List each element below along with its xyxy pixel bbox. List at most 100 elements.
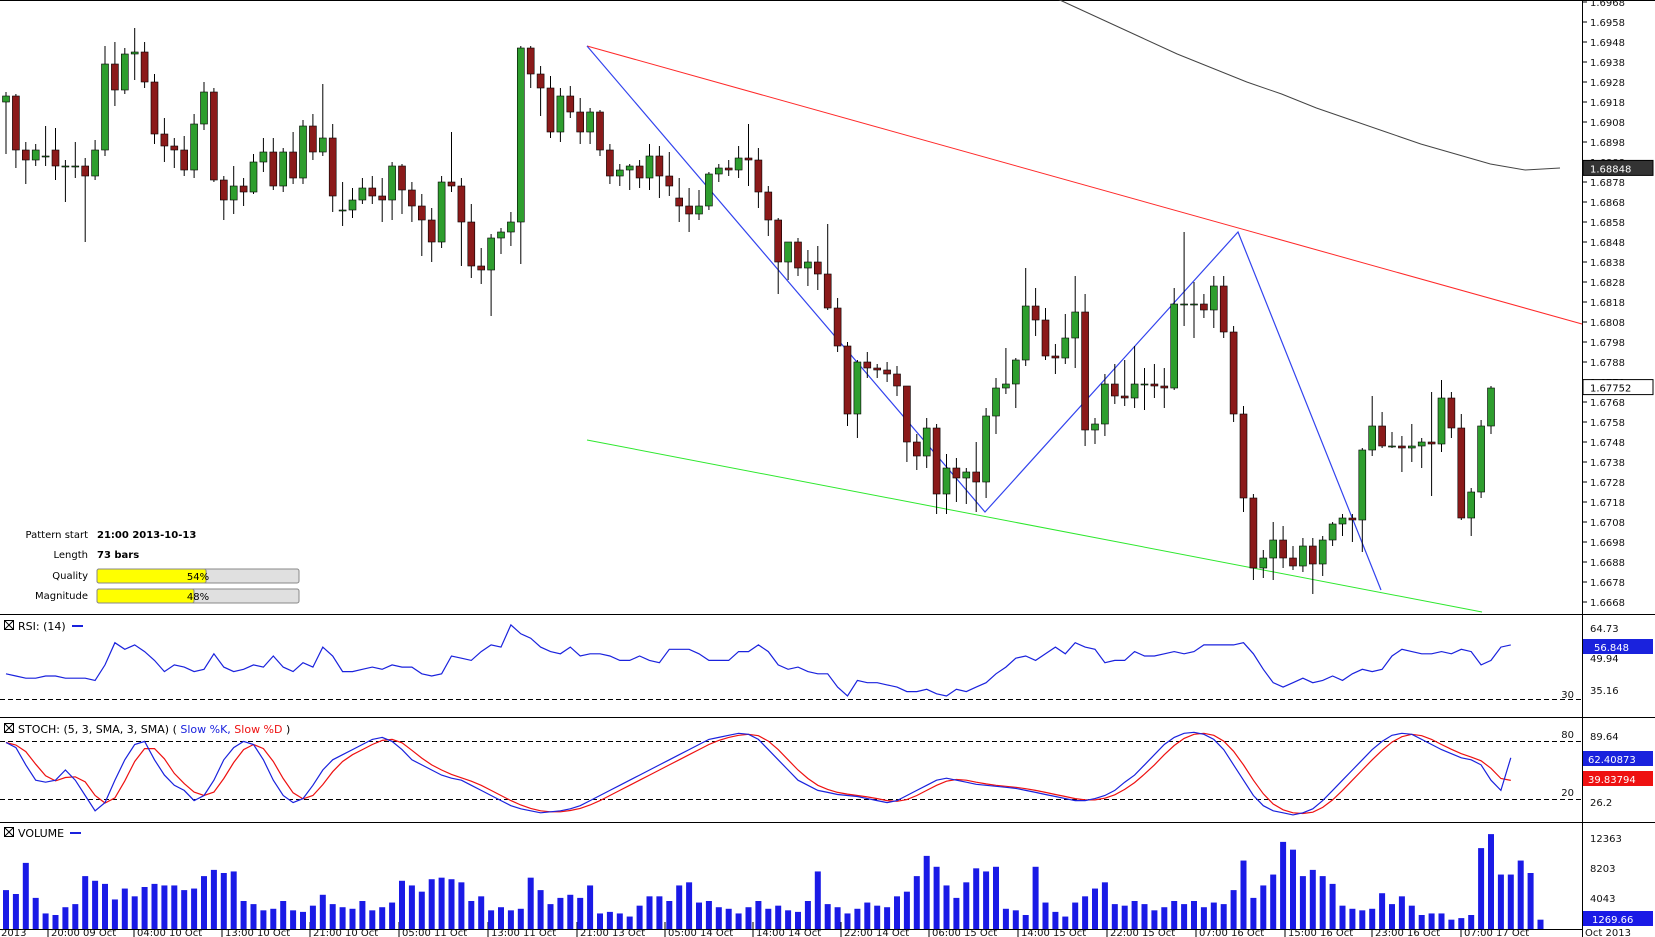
price-tick-label: 1.6828 xyxy=(1590,278,1625,289)
candle xyxy=(784,241,792,280)
volume-bar xyxy=(1428,913,1435,929)
candle xyxy=(566,86,575,118)
price-tick-label: 1.6678 xyxy=(1590,578,1625,589)
volume-bar xyxy=(884,907,891,929)
candle xyxy=(922,418,931,468)
candle xyxy=(348,188,357,218)
candle xyxy=(1071,276,1079,368)
volume-bar xyxy=(52,915,59,929)
volume-bar xyxy=(3,890,9,929)
candle xyxy=(942,454,951,514)
candle xyxy=(1487,386,1495,434)
volume-bar xyxy=(1319,876,1326,929)
volume-bar xyxy=(1200,907,1207,929)
volume-bar xyxy=(1111,904,1118,929)
volume-bar xyxy=(973,868,980,929)
stoch-paren-open: ( xyxy=(173,723,177,736)
volume-bar xyxy=(785,910,792,929)
candle xyxy=(220,176,228,220)
volume-bar xyxy=(755,901,762,929)
volume-bar xyxy=(1220,904,1227,929)
candle xyxy=(1309,538,1317,594)
candle xyxy=(744,124,753,186)
stoch-paren-close: ) xyxy=(286,723,290,736)
x-tick-label: 13:00 10 Oct xyxy=(225,928,290,937)
candle xyxy=(1021,268,1030,366)
candle xyxy=(526,46,535,88)
candle xyxy=(1318,536,1327,576)
price-tick-label: 1.6848 xyxy=(1590,238,1625,249)
candle xyxy=(893,366,901,396)
volume-bar xyxy=(201,876,207,929)
volume-bar xyxy=(577,897,584,929)
candle xyxy=(1269,522,1277,580)
pattern-lines xyxy=(586,45,1583,613)
candle xyxy=(388,162,396,220)
volume-bar xyxy=(735,913,742,929)
rsi-current-flag: 56.848 xyxy=(1583,639,1653,654)
volume-bar xyxy=(854,908,861,929)
candle xyxy=(1398,436,1406,472)
candle xyxy=(1408,424,1416,462)
candle xyxy=(873,364,882,378)
candle xyxy=(507,212,515,246)
x-tick-label: 07:00 17 Oct xyxy=(1464,928,1529,937)
candle xyxy=(992,378,1000,434)
candle xyxy=(21,142,30,184)
stoch-tick-label: 26.2 xyxy=(1590,798,1612,809)
volume-toggle-icon[interactable] xyxy=(4,827,14,837)
candle xyxy=(1427,392,1436,496)
candle xyxy=(398,164,406,214)
volume-bar xyxy=(725,908,732,929)
stoch-title-text: STOCH: (5, 3, SMA, 3, SMA) xyxy=(18,723,169,736)
volume-bar xyxy=(161,885,168,929)
volume-bar xyxy=(913,876,920,929)
volume-bar xyxy=(448,879,455,929)
price-tick-label: 1.6688 xyxy=(1590,558,1625,569)
candle xyxy=(497,228,505,254)
price-tick-label: 1.6668 xyxy=(1590,598,1625,609)
volume-bar xyxy=(1042,902,1049,929)
price-tick-label: 1.6748 xyxy=(1590,438,1625,449)
candle xyxy=(1111,364,1119,404)
rsi-toggle-icon[interactable] xyxy=(4,620,14,630)
x-tick-label: 04:00 10 Oct xyxy=(137,928,202,937)
candle xyxy=(210,88,218,182)
candle xyxy=(318,84,327,156)
volume-bar xyxy=(547,904,554,929)
x-tick-label: 14:00 14 Oct xyxy=(756,928,821,937)
stoch-tick-label: 89.64 xyxy=(1590,732,1619,743)
volume-title: VOLUME xyxy=(18,827,64,840)
volume-bar xyxy=(468,901,475,929)
volume-bar xyxy=(309,905,316,929)
stoch-toggle-icon[interactable] xyxy=(4,723,14,733)
candle xyxy=(556,88,565,142)
candle xyxy=(1289,546,1297,570)
x-tick-label: 2013 xyxy=(1,928,26,937)
volume-bar xyxy=(379,907,386,929)
candle xyxy=(328,124,337,212)
price-tick-label: 1.6718 xyxy=(1590,498,1625,509)
price-tick-label: 1.6878 xyxy=(1590,178,1625,189)
volume-bar xyxy=(1379,893,1386,929)
candle xyxy=(1259,550,1268,578)
volume-bar xyxy=(1488,834,1494,929)
volume-bar xyxy=(1369,908,1376,929)
stoch-k-flag: 62.40873 xyxy=(1583,751,1653,766)
candle xyxy=(358,178,367,204)
volume-bar xyxy=(191,888,198,929)
rsi-line xyxy=(5,623,1511,697)
candle xyxy=(378,178,387,222)
volume-bar xyxy=(72,904,79,929)
volume-bar xyxy=(844,913,851,929)
candle xyxy=(1140,368,1149,410)
volume-bar xyxy=(42,913,49,929)
stoch-d-line xyxy=(5,732,1511,815)
volume-bar xyxy=(1299,876,1306,929)
candle xyxy=(536,66,545,116)
candle xyxy=(1170,288,1178,390)
candle xyxy=(91,140,99,180)
candle xyxy=(1200,294,1208,318)
volume-bar xyxy=(705,901,712,929)
candle xyxy=(338,182,347,226)
